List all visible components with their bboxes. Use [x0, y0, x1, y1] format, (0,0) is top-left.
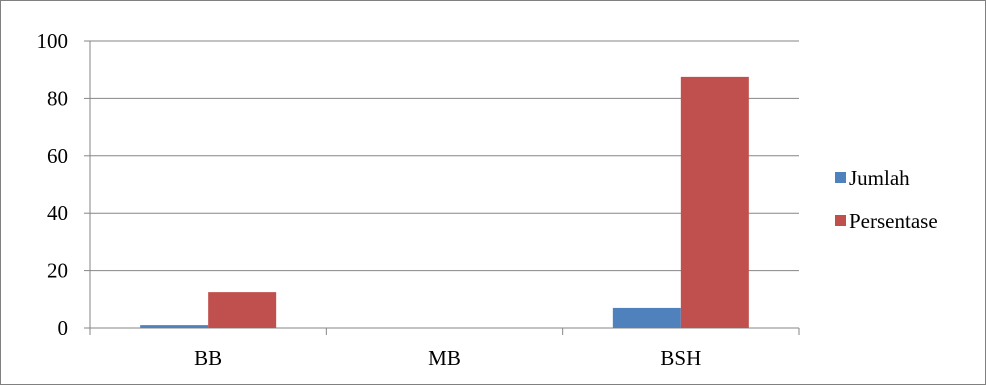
tick-labels: 0 20 40 60 80 100 BB MB BSH: [37, 29, 702, 370]
y-tick-label: 60: [47, 144, 68, 168]
y-tick-label: 100: [37, 29, 69, 53]
y-tick-label: 20: [47, 259, 68, 283]
x-tick-label: BB: [194, 346, 222, 370]
y-tick-label: 40: [47, 201, 68, 225]
y-tick-label: 80: [47, 86, 68, 110]
bar-persentase-bsh: [680, 76, 749, 328]
y-tick-label: 0: [58, 316, 69, 340]
bar-persentase-bb: [208, 292, 277, 328]
bar-jumlah-bb: [140, 325, 209, 328]
bars: [140, 76, 749, 328]
x-tick-label: MB: [428, 346, 461, 370]
legend-label-persentase: Persentase: [849, 209, 938, 233]
x-tick-label: BSH: [660, 346, 701, 370]
legend-label-jumlah: Jumlah: [849, 166, 910, 190]
legend: Jumlah Persentase: [835, 166, 938, 233]
bar-jumlah-bsh: [612, 307, 681, 328]
legend-swatch-jumlah: [835, 172, 846, 183]
legend-swatch-persentase: [835, 215, 846, 226]
